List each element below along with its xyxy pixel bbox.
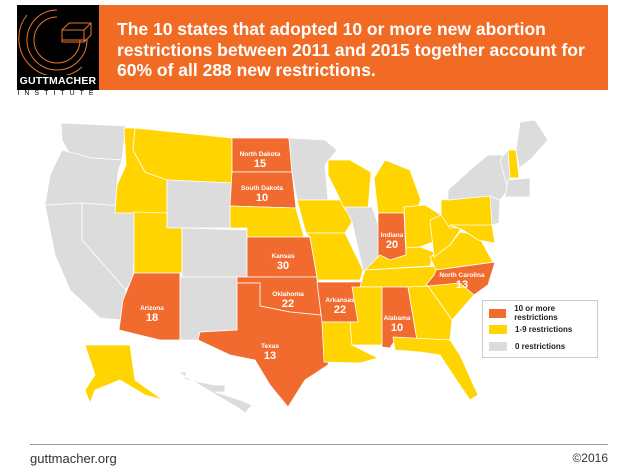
state-mn [288, 137, 338, 201]
state-value-label: 13 [264, 350, 276, 362]
guttmacher-logo: GUTTMACHER [17, 5, 99, 90]
state-value-label: 15 [254, 158, 266, 170]
state-pa [440, 195, 496, 229]
legend-swatch [489, 341, 507, 351]
state-nc [425, 261, 496, 296]
legend-swatch [489, 324, 507, 334]
legend-item-ten-or-more: 10 or more restrictions [489, 304, 597, 322]
state-name-label: Alabama [383, 315, 410, 322]
state-ma [504, 177, 531, 198]
headline-banner: The 10 states that adopted 10 or more ne… [99, 5, 608, 90]
legend-item-zero: 0 restrictions [489, 341, 565, 351]
state-value-label: 20 [386, 239, 398, 251]
state-value-label: 10 [256, 192, 268, 204]
state-value-label: 30 [277, 260, 289, 272]
legend-label: 10 or more restrictions [514, 304, 558, 322]
headline: The 10 states that adopted 10 or more ne… [117, 19, 585, 80]
state-tx [197, 282, 331, 408]
state-or [44, 149, 123, 211]
legend-label: 1-9 restrictions [515, 324, 573, 334]
legend-label: 0 restrictions [515, 341, 566, 351]
footer-copyright: ©2016 [572, 451, 608, 465]
state-name-label: Indiana [381, 232, 404, 239]
state-value-label: 18 [146, 312, 158, 324]
footer-divider [30, 444, 608, 445]
state-value-label: 10 [391, 322, 403, 334]
state-name-label: Kansas [271, 253, 295, 260]
state-value-label: 22 [334, 304, 346, 316]
state-name-label: North Dakota [240, 151, 281, 158]
state-nj [489, 195, 501, 226]
legend-swatch [489, 308, 507, 318]
state-ak [84, 344, 164, 405]
state-name-label: North Carolina [439, 272, 485, 279]
state-md [449, 224, 496, 244]
state-ga [407, 285, 453, 341]
state-ia [296, 199, 353, 234]
state-wy [166, 179, 233, 229]
state-value-label: 22 [282, 298, 294, 310]
state-mi [373, 159, 422, 214]
state-nh [507, 149, 520, 179]
legend: 10 or more restrictions 1-9 restrictions… [482, 300, 598, 358]
state-me [515, 119, 549, 169]
state-az [118, 272, 181, 341]
logo-g-mark-icon [18, 9, 93, 75]
state-name-label: Arkansas [325, 297, 355, 304]
footer-url[interactable]: guttmacher.org [30, 451, 117, 466]
state-name-label: South Dakota [241, 185, 283, 192]
state-name-label: Arizona [140, 305, 164, 312]
state-name-label: Oklahoma [272, 291, 304, 298]
state-mo [305, 232, 364, 281]
state-hi [176, 371, 253, 414]
legend-item-one-to-nine: 1-9 restrictions [489, 324, 572, 334]
logo-subtitle: INSTITUTE [17, 90, 99, 97]
state-value-label: 13 [456, 279, 468, 291]
state-name-label: Texas [261, 343, 279, 350]
state-fl [392, 336, 479, 401]
state-co [181, 227, 248, 278]
state-ny [447, 154, 509, 201]
logo-name: GUTTMACHER [19, 75, 97, 87]
